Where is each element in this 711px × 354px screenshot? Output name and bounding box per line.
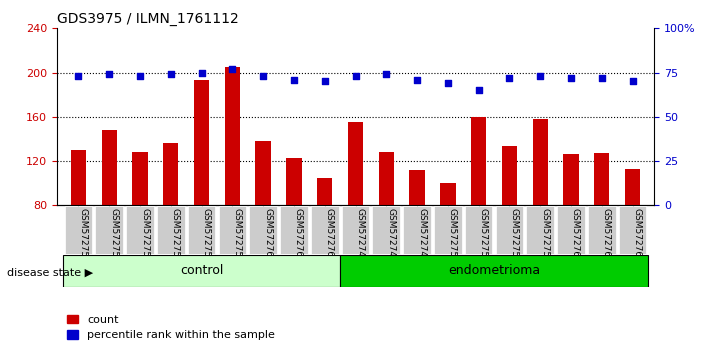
FancyBboxPatch shape — [373, 206, 400, 255]
Text: GSM572758: GSM572758 — [509, 208, 518, 263]
Point — [473, 87, 484, 93]
Point — [104, 72, 115, 77]
Point — [288, 77, 299, 82]
FancyBboxPatch shape — [465, 206, 493, 255]
FancyBboxPatch shape — [403, 206, 431, 255]
Text: endometrioma: endometrioma — [448, 264, 540, 277]
Point — [257, 73, 269, 79]
Bar — [194, 80, 209, 205]
Bar — [287, 158, 301, 205]
Bar — [255, 141, 271, 205]
Point — [319, 79, 331, 84]
Text: GSM572765: GSM572765 — [633, 208, 641, 263]
FancyBboxPatch shape — [65, 206, 92, 255]
Text: GSM572747: GSM572747 — [356, 208, 365, 263]
FancyBboxPatch shape — [63, 255, 340, 287]
Point — [535, 73, 546, 79]
Point — [565, 75, 577, 81]
Point — [503, 75, 515, 81]
Text: GSM572759: GSM572759 — [540, 208, 549, 263]
Bar — [378, 152, 394, 205]
Bar — [348, 122, 363, 205]
Text: GSM572751: GSM572751 — [479, 208, 488, 263]
Text: GDS3975 / ILMN_1761112: GDS3975 / ILMN_1761112 — [57, 12, 239, 26]
Point — [596, 75, 607, 81]
Point — [442, 80, 454, 86]
Text: disease state ▶: disease state ▶ — [7, 268, 93, 278]
Bar — [317, 178, 333, 205]
FancyBboxPatch shape — [342, 206, 369, 255]
Text: GSM572763: GSM572763 — [602, 208, 611, 263]
FancyBboxPatch shape — [311, 206, 338, 255]
Bar — [163, 143, 178, 205]
Text: GSM572761: GSM572761 — [263, 208, 272, 263]
Point — [165, 72, 176, 77]
FancyBboxPatch shape — [95, 206, 123, 255]
FancyBboxPatch shape — [496, 206, 523, 255]
FancyBboxPatch shape — [557, 206, 585, 255]
Bar — [102, 130, 117, 205]
FancyBboxPatch shape — [280, 206, 308, 255]
Bar — [502, 145, 517, 205]
FancyBboxPatch shape — [188, 206, 215, 255]
Point — [196, 70, 208, 75]
Text: GSM572749: GSM572749 — [417, 208, 426, 263]
FancyBboxPatch shape — [588, 206, 616, 255]
Point — [627, 79, 638, 84]
Text: GSM572755: GSM572755 — [171, 208, 180, 263]
Legend: count, percentile rank within the sample: count, percentile rank within the sample — [63, 310, 279, 345]
FancyBboxPatch shape — [526, 206, 554, 255]
FancyBboxPatch shape — [218, 206, 246, 255]
Bar — [440, 183, 456, 205]
Bar — [594, 153, 609, 205]
Text: GSM572750: GSM572750 — [448, 208, 457, 263]
FancyBboxPatch shape — [126, 206, 154, 255]
FancyBboxPatch shape — [434, 206, 461, 255]
Text: GSM572748: GSM572748 — [386, 208, 395, 263]
FancyBboxPatch shape — [619, 206, 646, 255]
Bar — [410, 170, 424, 205]
Text: control: control — [180, 264, 223, 277]
Bar — [132, 152, 148, 205]
Text: GSM572764: GSM572764 — [325, 208, 333, 263]
Text: GSM572754: GSM572754 — [140, 208, 149, 263]
Point — [73, 73, 84, 79]
Text: GSM572757: GSM572757 — [232, 208, 241, 263]
Point — [412, 77, 423, 82]
Bar — [70, 150, 86, 205]
Text: GSM572760: GSM572760 — [571, 208, 580, 263]
FancyBboxPatch shape — [340, 255, 648, 287]
Bar — [563, 154, 579, 205]
Point — [227, 66, 238, 72]
Bar — [471, 117, 486, 205]
Text: GSM572752: GSM572752 — [78, 208, 87, 263]
FancyBboxPatch shape — [250, 206, 277, 255]
FancyBboxPatch shape — [157, 206, 185, 255]
Bar — [625, 169, 641, 205]
Bar — [225, 67, 240, 205]
Point — [134, 73, 146, 79]
Text: GSM572756: GSM572756 — [202, 208, 210, 263]
Text: GSM572762: GSM572762 — [294, 208, 303, 263]
Point — [380, 72, 392, 77]
Point — [350, 73, 361, 79]
Text: GSM572753: GSM572753 — [109, 208, 118, 263]
Bar — [533, 119, 548, 205]
